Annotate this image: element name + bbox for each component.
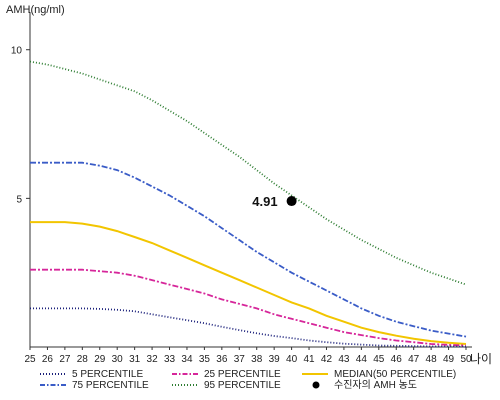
series-line-95-percentile bbox=[29, 60, 467, 286]
x-tick-label: 48 bbox=[426, 354, 438, 365]
data-points: 4.91 bbox=[252, 194, 297, 209]
x-tick-label: 47 bbox=[408, 354, 420, 365]
x-tick-label: 35 bbox=[199, 354, 211, 365]
x-tick-label: 38 bbox=[251, 354, 263, 365]
x-tick-label: 46 bbox=[391, 354, 403, 365]
x-tick-label: 28 bbox=[77, 354, 89, 365]
x-tick-label: 50 bbox=[460, 354, 472, 365]
x-tick-label: 33 bbox=[164, 354, 176, 365]
x-tick-label: 41 bbox=[303, 354, 315, 365]
y-tick-label: 10 bbox=[11, 46, 23, 57]
x-tick-label: 34 bbox=[181, 354, 193, 365]
legend-marker bbox=[312, 381, 320, 389]
legend-label: MEDIAN(50 PERCENTILE) bbox=[334, 369, 456, 380]
legend-label: 5 PERCENTILE bbox=[72, 369, 143, 380]
legend-label: 수진자의 AMH 농도 bbox=[334, 379, 417, 391]
x-tick-label: 25 bbox=[24, 354, 36, 365]
x-tick-label: 32 bbox=[147, 354, 159, 365]
x-tick-label: 30 bbox=[112, 354, 124, 365]
x-axis-label: 나이 bbox=[470, 352, 492, 366]
x-tick-label: 31 bbox=[129, 354, 141, 365]
x-tick-label: 42 bbox=[321, 354, 333, 365]
y-tick-label: 5 bbox=[16, 194, 22, 205]
x-tick-label: 40 bbox=[286, 354, 298, 365]
legend-item-2: 25 PERCENTILE bbox=[172, 369, 281, 380]
x-tick-label: 43 bbox=[338, 354, 350, 365]
series-line-5-percentile bbox=[30, 307, 467, 348]
x-tick-label: 36 bbox=[216, 354, 228, 365]
legend-label: 75 PERCENTILE bbox=[72, 380, 149, 391]
series-line-25-percentile bbox=[30, 268, 467, 347]
y-axis-label: AMH(ng/ml) bbox=[6, 4, 65, 16]
x-tick-label: 29 bbox=[94, 354, 106, 365]
x-tick-label: 27 bbox=[59, 354, 71, 365]
legend: 5 PERCENTILE 25 PERCENTILE MEDIAN(50 PERCE… bbox=[40, 369, 456, 391]
series-lines bbox=[29, 60, 467, 348]
x-tick-label: 44 bbox=[356, 354, 368, 365]
legend-item-6: 수진자의 AMH 농도 bbox=[312, 379, 417, 391]
x-tick-label: 39 bbox=[269, 354, 281, 365]
patient-amh-point bbox=[286, 196, 297, 207]
x-ticks: 25 26 27 28 29 30 31 32 33 34 35 36 37 38 39 40 41 42 43 44… bbox=[24, 347, 472, 365]
legend-item-1: 5 PERCENTILE bbox=[40, 369, 143, 380]
x-tick-label: 49 bbox=[443, 354, 455, 365]
series-line-75-percentile bbox=[30, 161, 467, 338]
legend-item-3: MEDIAN(50 PERCENTILE) bbox=[302, 369, 456, 380]
axes: AMH(ng/ml) 나이 bbox=[6, 4, 492, 366]
series-line-median-50-percentile bbox=[30, 221, 467, 345]
x-tick-label: 45 bbox=[373, 354, 385, 365]
x-tick-label: 26 bbox=[42, 354, 54, 365]
legend-label: 25 PERCENTILE bbox=[204, 369, 281, 380]
y-ticks: 5 10 bbox=[11, 46, 30, 205]
legend-item-5: 95 PERCENTILE bbox=[172, 380, 281, 391]
legend-item-4: 75 PERCENTILE bbox=[40, 380, 149, 391]
patient-amh-value-label: 4.91 bbox=[252, 194, 277, 209]
x-tick-label: 37 bbox=[234, 354, 246, 365]
legend-label: 95 PERCENTILE bbox=[204, 380, 281, 391]
